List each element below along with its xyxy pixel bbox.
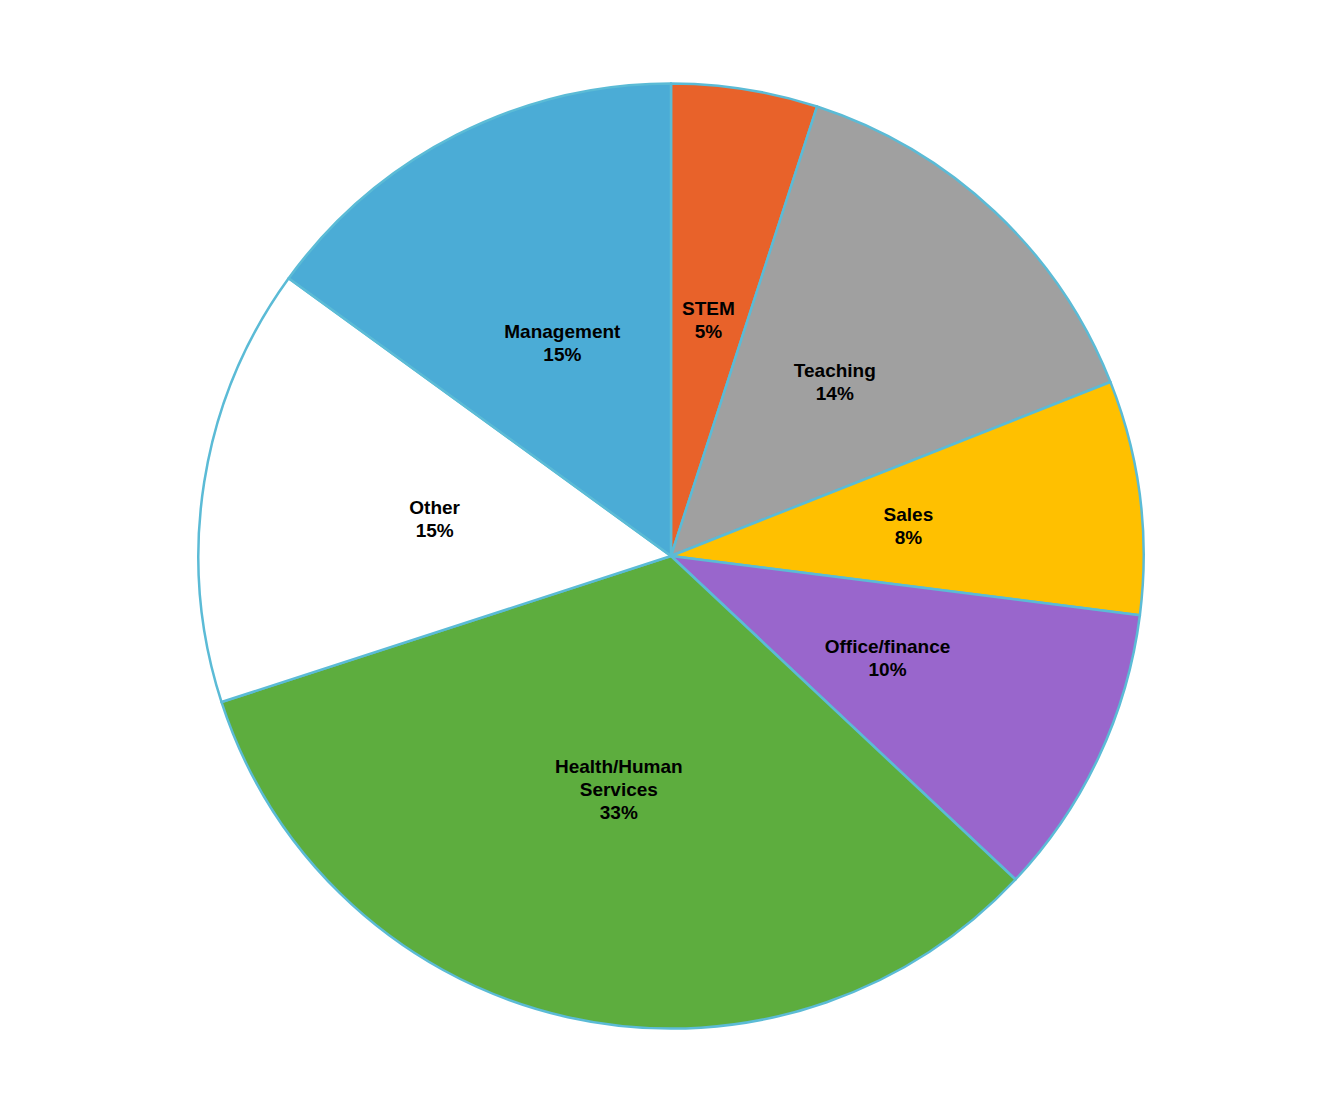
svg-text:14%: 14% xyxy=(816,383,854,404)
svg-text:Other: Other xyxy=(409,497,460,518)
svg-text:STEM: STEM xyxy=(682,298,735,319)
svg-text:Office/finance: Office/finance xyxy=(825,636,951,657)
svg-text:8%: 8% xyxy=(895,527,923,548)
svg-text:33%: 33% xyxy=(600,802,638,823)
svg-text:5%: 5% xyxy=(695,321,723,342)
svg-text:10%: 10% xyxy=(869,659,907,680)
svg-text:15%: 15% xyxy=(416,520,454,541)
svg-text:15%: 15% xyxy=(543,344,581,365)
svg-text:Services: Services xyxy=(580,779,658,800)
svg-text:Teaching: Teaching xyxy=(794,360,876,381)
svg-text:Management: Management xyxy=(504,321,621,342)
svg-text:Health/Human: Health/Human xyxy=(555,756,683,777)
svg-text:Sales: Sales xyxy=(884,504,934,525)
